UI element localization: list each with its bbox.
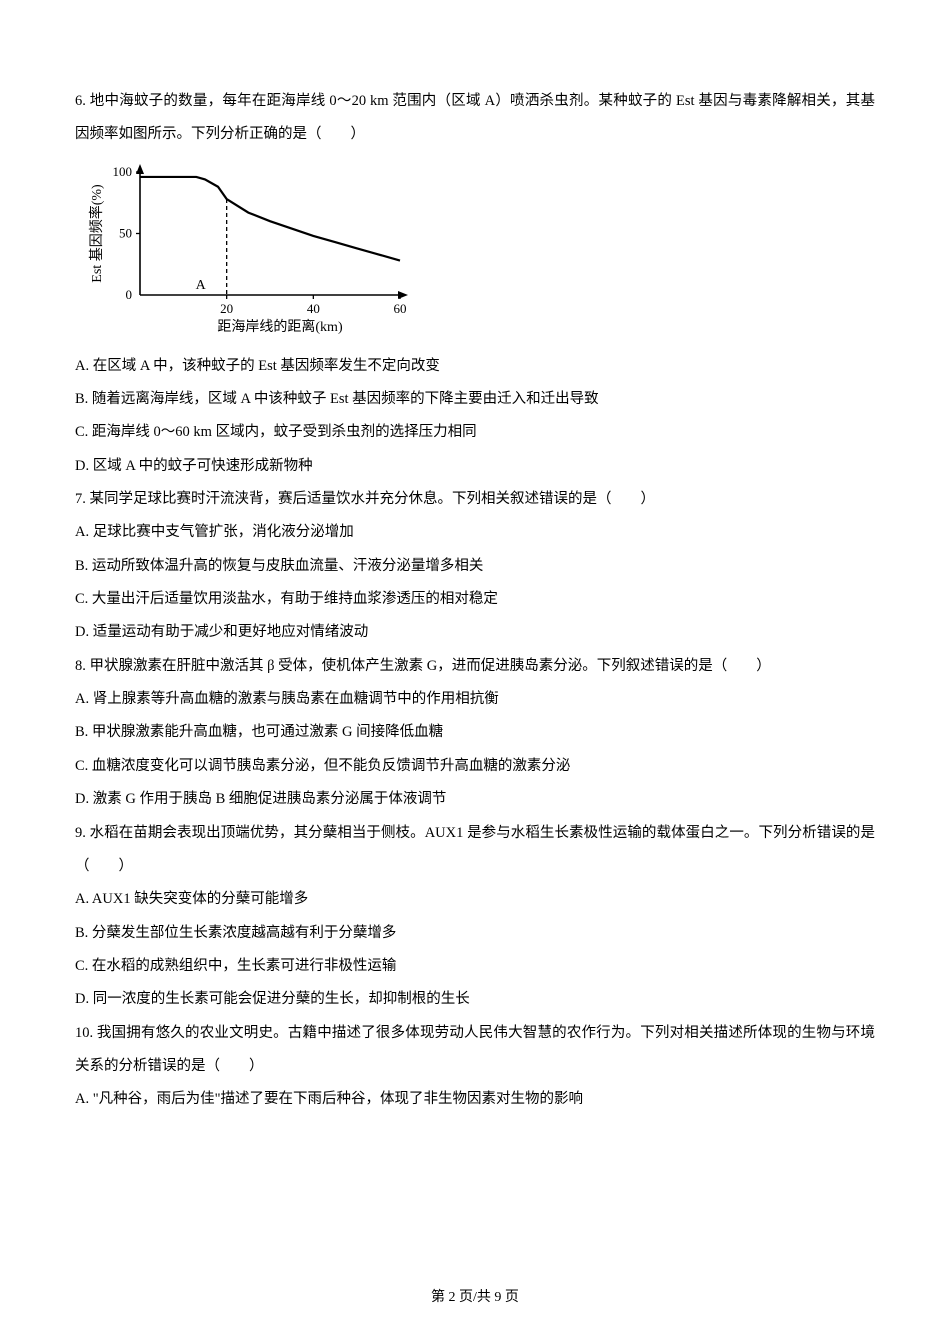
q8-option-c: C. 血糖浓度变化可以调节胰岛素分泌，但不能负反馈调节升高血糖的激素分泌 xyxy=(75,750,875,783)
question-8: 8. 甲状腺激素在肝脏中激活其 β 受体，使机体产生激素 G，进而促进胰岛素分泌… xyxy=(75,650,875,817)
svg-text:Est 基因频率(%): Est 基因频率(%) xyxy=(88,184,105,283)
q7-text: 7. 某同学足球比赛时汗流浃背，赛后适量饮水并充分休息。下列相关叙述错误的是（ … xyxy=(75,483,875,516)
q8-option-b: B. 甲状腺激素能升高血糖，也可通过激素 G 间接降低血糖 xyxy=(75,716,875,749)
question-10: 10. 我国拥有悠久的农业文明史。古籍中描述了很多体现劳动人民伟大智慧的农作行为… xyxy=(75,1017,875,1117)
svg-text:距海岸线的距离(km): 距海岸线的距离(km) xyxy=(217,318,343,335)
q6-option-b: B. 随着远离海岸线，区域 A 中该种蚊子 Est 基因频率的下降主要由迁入和迁… xyxy=(75,383,875,416)
q6-option-d: D. 区域 A 中的蚊子可快速形成新物种 xyxy=(75,450,875,483)
q6-chart: 0 50 100 20 40 60 A Est 基因频率(%) 距海岸线的距离(km) xyxy=(85,162,875,342)
q9-option-a: A. AUX1 缺失突变体的分蘖可能增多 xyxy=(75,883,875,916)
question-9: 9. 水稻在苗期会表现出顶端优势，其分蘖相当于侧枝。AUX1 是参与水稻生长素极… xyxy=(75,817,875,1017)
q8-option-d: D. 激素 G 作用于胰岛 B 细胞促进胰岛素分泌属于体液调节 xyxy=(75,783,875,816)
svg-text:0: 0 xyxy=(126,287,133,302)
q7-option-d: D. 适量运动有助于减少和更好地应对情绪波动 xyxy=(75,616,875,649)
q8-text: 8. 甲状腺激素在肝脏中激活其 β 受体，使机体产生激素 G，进而促进胰岛素分泌… xyxy=(75,650,875,683)
q10-text: 10. 我国拥有悠久的农业文明史。古籍中描述了很多体现劳动人民伟大智慧的农作行为… xyxy=(75,1017,875,1084)
q7-option-c: C. 大量出汗后适量饮用淡盐水，有助于维持血浆渗透压的相对稳定 xyxy=(75,583,875,616)
q7-option-b: B. 运动所致体温升高的恢复与皮肤血流量、汗液分泌量增多相关 xyxy=(75,550,875,583)
svg-text:100: 100 xyxy=(113,164,133,179)
question-6: 6. 地中海蚊子的数量，每年在距海岸线 0～20 km 范围内（区域 A）喷洒杀… xyxy=(75,85,875,483)
svg-text:20: 20 xyxy=(220,301,233,316)
q9-option-c: C. 在水稻的成熟组织中，生长素可进行非极性运输 xyxy=(75,950,875,983)
q6-text: 6. 地中海蚊子的数量，每年在距海岸线 0～20 km 范围内（区域 A）喷洒杀… xyxy=(75,85,875,152)
svg-text:50: 50 xyxy=(119,225,132,240)
q9-option-b: B. 分蘖发生部位生长素浓度越高越有利于分蘖增多 xyxy=(75,917,875,950)
q6-option-c: C. 距海岸线 0～60 km 区域内，蚊子受到杀虫剂的选择压力相同 xyxy=(75,416,875,449)
question-7: 7. 某同学足球比赛时汗流浃背，赛后适量饮水并充分休息。下列相关叙述错误的是（ … xyxy=(75,483,875,650)
q7-option-a: A. 足球比赛中支气管扩张，消化液分泌增加 xyxy=(75,516,875,549)
q9-option-d: D. 同一浓度的生长素可能会促进分蘖的生长，却抑制根的生长 xyxy=(75,983,875,1016)
q10-option-a: A. "凡种谷，雨后为佳"描述了要在下雨后种谷，体现了非生物因素对生物的影响 xyxy=(75,1083,875,1116)
svg-text:60: 60 xyxy=(394,301,407,316)
svg-text:A: A xyxy=(196,278,207,293)
q8-option-a: A. 肾上腺素等升高血糖的激素与胰岛素在血糖调节中的作用相抗衡 xyxy=(75,683,875,716)
svg-text:40: 40 xyxy=(307,301,320,316)
line-chart: 0 50 100 20 40 60 A Est 基因频率(%) 距海岸线的距离(km) xyxy=(85,162,415,337)
q9-text: 9. 水稻在苗期会表现出顶端优势，其分蘖相当于侧枝。AUX1 是参与水稻生长素极… xyxy=(75,817,875,884)
q6-option-a: A. 在区域 A 中，该种蚊子的 Est 基因频率发生不定向改变 xyxy=(75,350,875,383)
page-footer: 第 2 页/共 9 页 xyxy=(0,1286,950,1306)
